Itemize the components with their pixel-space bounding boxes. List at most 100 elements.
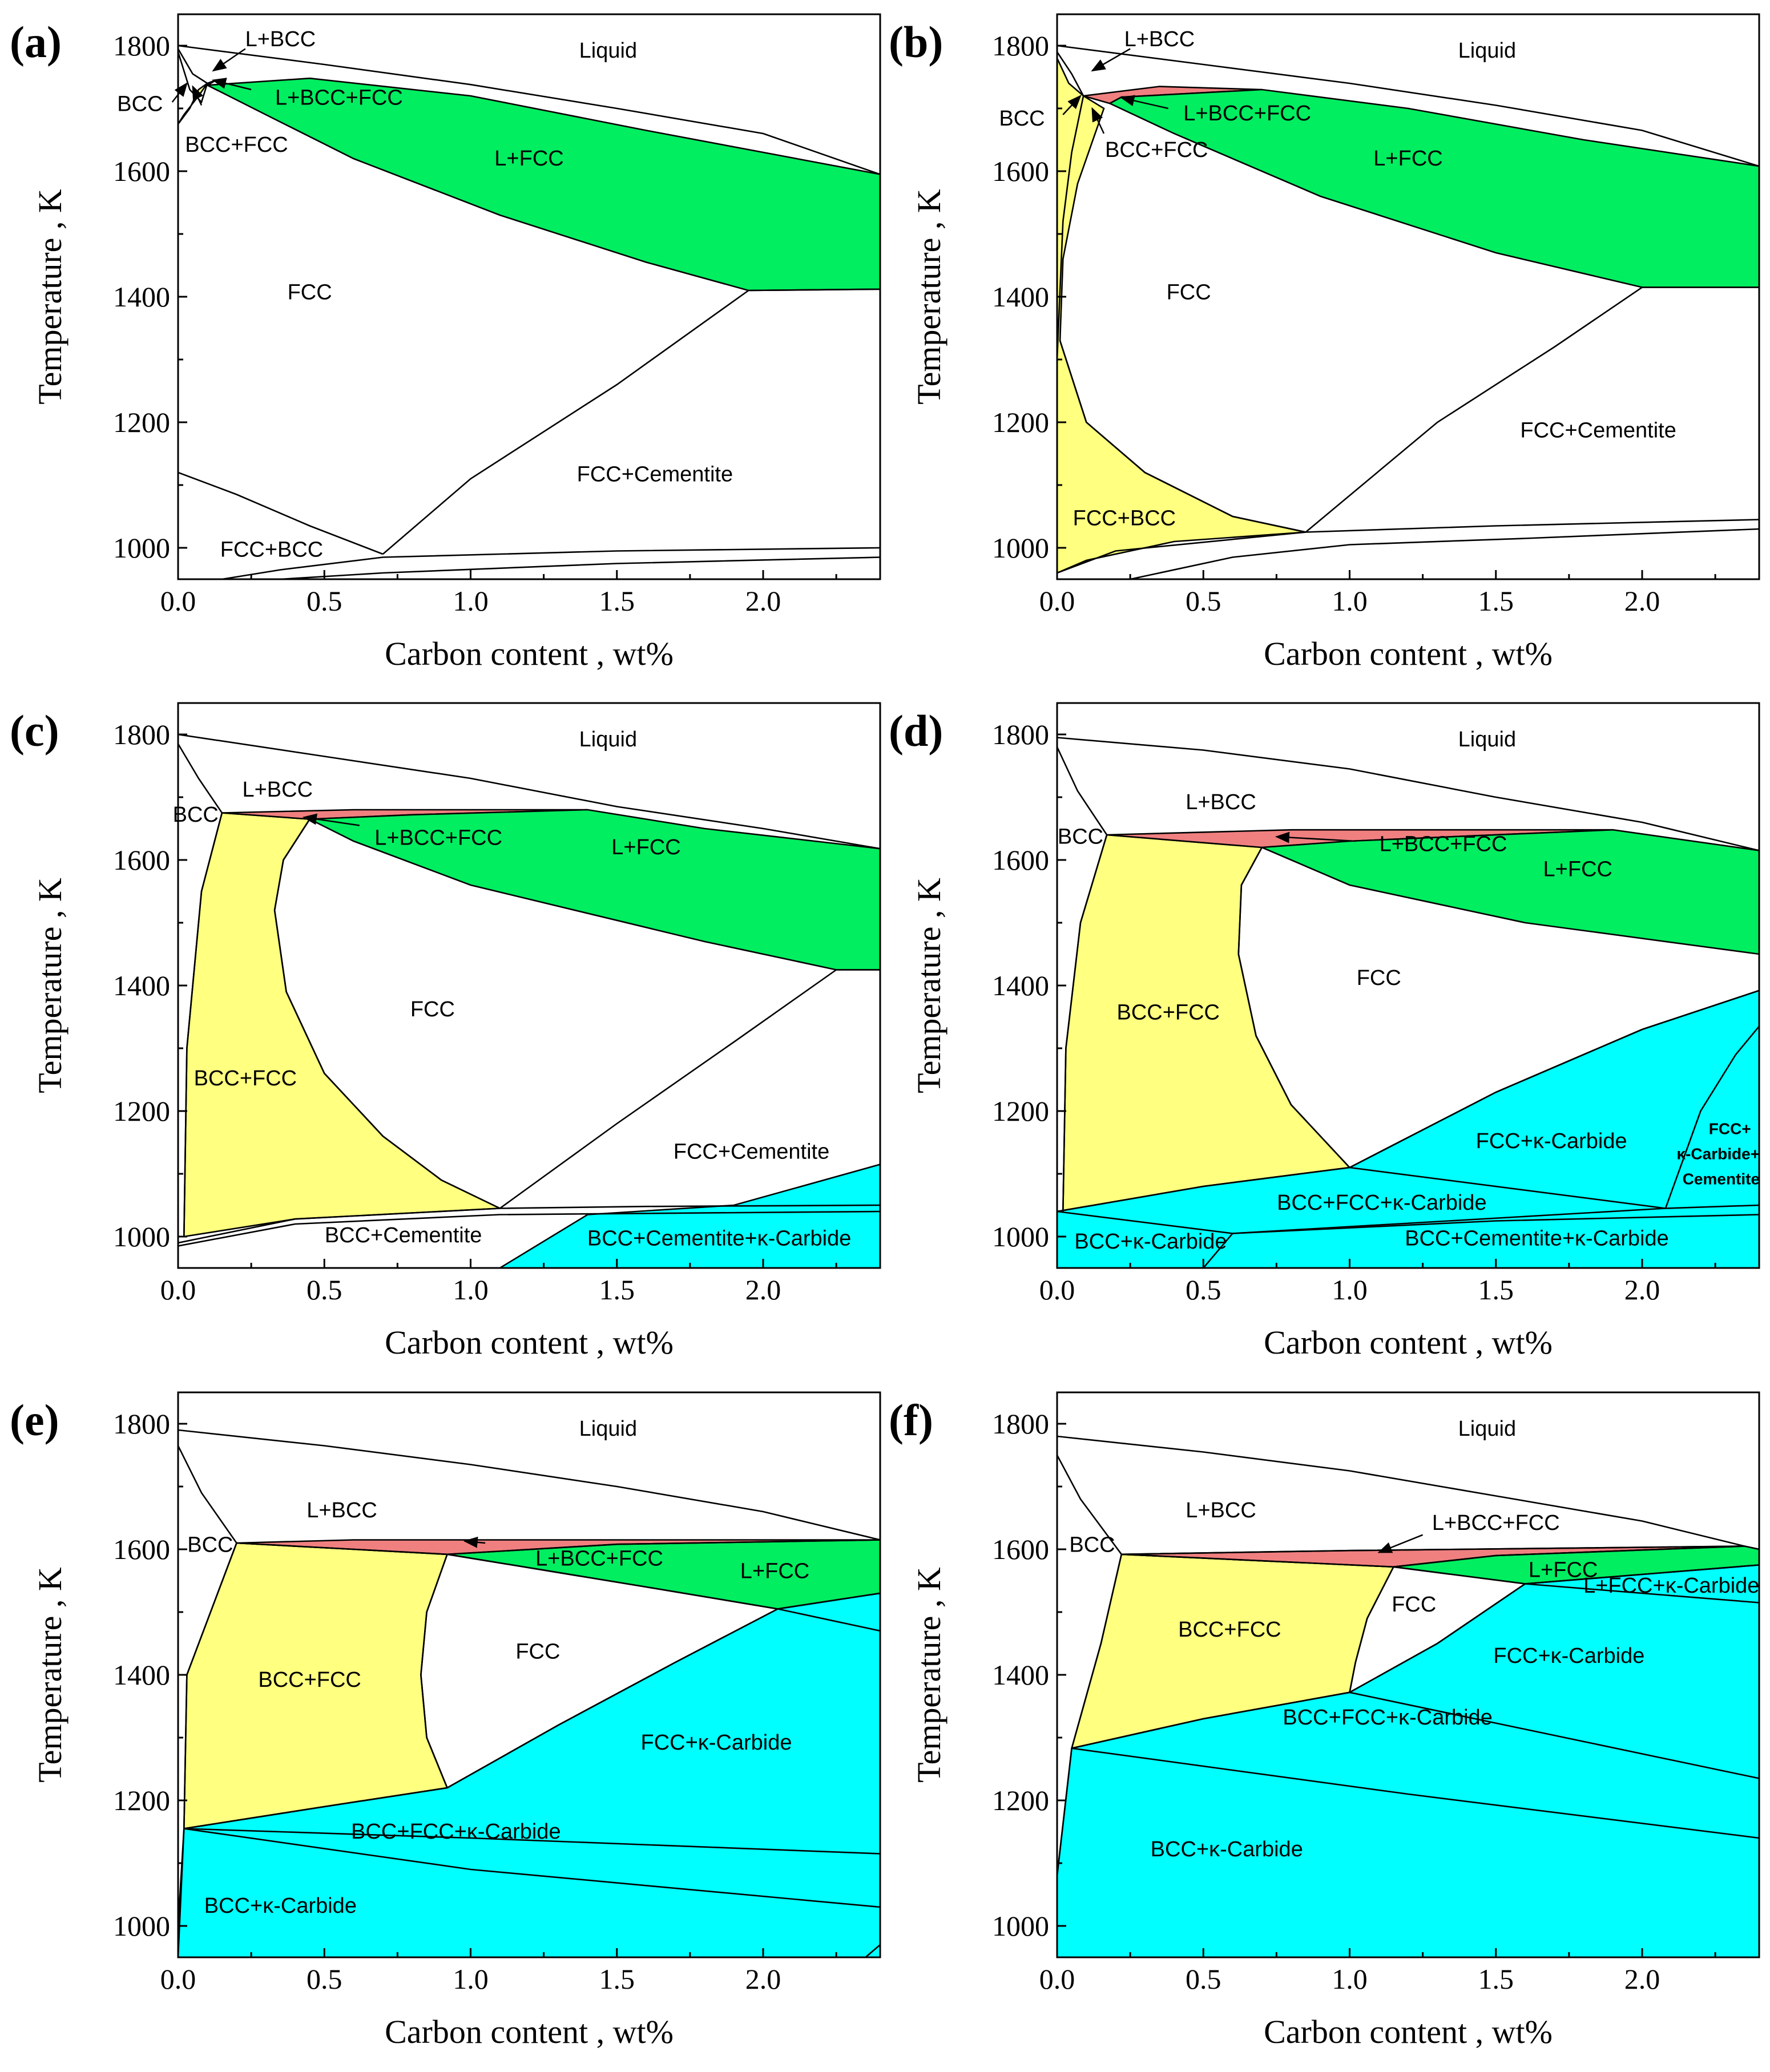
x-axis-title: Carbon content , wt% [1264, 635, 1553, 672]
y-tick-label: 1800 [113, 1408, 170, 1440]
y-tick-label: 1200 [113, 406, 170, 438]
phase-label: BCC+FCC [185, 133, 288, 157]
chart-panel: L+BCC Liquid BCC L+BCC+FCC BCC+FCC L+FCC FCC FC… [889, 13, 1760, 672]
phase-label: BCC+FCC+κ-Carbide [351, 1820, 561, 1844]
phase-label: L+FCC [1373, 147, 1442, 171]
y-axis-title: Temperature , K [910, 1567, 948, 1783]
x-tick-label: 1.5 [1478, 1274, 1514, 1306]
y-tick-label: 1400 [113, 1659, 170, 1691]
phase-label: FCC [410, 997, 455, 1021]
phase-label: Liquid [1458, 728, 1516, 752]
label-arrow [1091, 48, 1131, 72]
phase-label: FCC [1357, 966, 1401, 990]
panel-letter: (a) [10, 17, 62, 67]
phase-boundary-line [1059, 340, 1306, 533]
chart-panel: L+BCC Liquid BCC L+BCC+FCC L+FCC FCC BCC+FCC FC… [10, 702, 881, 1361]
phase-label: L+FCC [611, 835, 680, 859]
phase-boundary-line [1057, 746, 1108, 835]
phase-boundary-line [178, 1445, 237, 1544]
x-tick-label: 2.0 [745, 1274, 781, 1306]
phase-boundary-line [1525, 1583, 1759, 1604]
phase-boundary-line [1071, 1747, 1759, 1839]
phase-label-bold: FCC+ [1709, 1120, 1751, 1137]
phase-boundary-line [865, 1944, 880, 1957]
phase-label: FCC+BCC [220, 538, 324, 562]
y-tick-label: 1800 [992, 1408, 1049, 1440]
phase-label: BCC [187, 1533, 233, 1557]
x-axis-title: Carbon content , wt% [385, 1324, 674, 1361]
x-tick-label: 0.5 [1186, 585, 1221, 617]
panel-letter: (f) [889, 1395, 933, 1445]
phase-boundary-line [178, 1429, 880, 1541]
phase-boundary-line [178, 1542, 237, 1926]
x-tick-label: 0.5 [307, 585, 342, 617]
phase-boundary-line [1349, 1583, 1526, 1693]
phase-boundary-line [178, 45, 880, 175]
phase-label: FCC+Cementite [577, 463, 733, 487]
y-tick-label: 1600 [113, 844, 170, 876]
y-tick-label: 1400 [113, 970, 170, 1001]
x-tick-label: 2.0 [1624, 1963, 1660, 1995]
y-tick-label: 1200 [113, 1095, 170, 1127]
label-arrow [212, 48, 246, 72]
x-tick-label: 2.0 [1624, 585, 1660, 617]
x-tick-label: 1.5 [599, 585, 635, 617]
y-tick-label: 1000 [113, 1221, 170, 1253]
phase-boundary-line [1130, 528, 1759, 579]
x-axis-title: Carbon content , wt% [385, 2013, 674, 2050]
phase-label: BCC+Cementite+κ-Carbide [587, 1227, 852, 1251]
phase-label-bold: Cementite [1683, 1170, 1760, 1188]
phase-boundary-line [1349, 1166, 1666, 1209]
phase-label: L+BCC+FCC [374, 826, 502, 850]
phase-label: Liquid [579, 728, 637, 752]
phase-label: L+BCC+FCC [535, 1547, 663, 1571]
panel-letter: (b) [889, 17, 943, 67]
phase-boundary-line [1057, 1435, 1745, 1547]
phase-boundary-line [1057, 51, 1084, 96]
phase-label: Liquid [579, 1417, 637, 1441]
phase-label: L+BCC [242, 778, 313, 802]
x-tick-label: 2.0 [1624, 1274, 1660, 1306]
phase-boundary-line [178, 471, 384, 555]
chart-panel: L+BCC Liquid BCC L+BCC+FCC L+FCC FCC BCC+FCC FC… [10, 1391, 881, 2050]
phase-label: L+FCC+κ-Carbide [1583, 1574, 1759, 1598]
x-tick-label: 0.0 [160, 1274, 196, 1306]
y-tick-label: 1200 [992, 1095, 1049, 1127]
y-tick-label: 1000 [992, 1221, 1049, 1253]
phase-label: BCC+FCC+κ-Carbide [1283, 1706, 1492, 1730]
phase-region [498, 1164, 880, 1268]
phase-region [1108, 88, 1759, 288]
phase-label: FCC [515, 1640, 560, 1664]
phase-boundary-line [280, 556, 880, 579]
phase-boundary-line [1121, 1545, 1745, 1568]
phase-label: L+FCC [494, 147, 563, 171]
x-tick-label: 0.5 [307, 1274, 342, 1306]
phase-boundary-line [1232, 1214, 1759, 1234]
phase-label: FCC [288, 281, 332, 305]
x-axis-title: Carbon content , wt% [1264, 1324, 1553, 1361]
label-arrow [212, 78, 252, 91]
y-tick-label: 1600 [113, 1533, 170, 1565]
phase-label: BCC+κ-Carbide [204, 1894, 357, 1918]
label-arrow [1377, 1534, 1424, 1553]
plot-area [1057, 14, 1759, 579]
y-tick-label: 1400 [992, 970, 1049, 1001]
phase-region [1261, 829, 1759, 955]
phase-label: L+BCC+FCC [1380, 833, 1507, 857]
phase-label: FCC+κ-Carbide [1476, 1129, 1627, 1153]
x-tick-label: 2.0 [745, 585, 781, 617]
phase-boundary-line [184, 1787, 447, 1829]
phase-boundary-line [221, 547, 880, 579]
y-axis-title: Temperature , K [910, 878, 948, 1093]
phase-boundary-line [420, 1554, 448, 1788]
phase-boundary-line [1071, 1691, 1350, 1749]
chart-panel: L+BCC Liquid BCC L+BCC+FCC L+FCCL+FCC+κ-Carb… [889, 1391, 1760, 2050]
plot-area [178, 14, 880, 579]
phase-label: L+BCC [307, 1499, 377, 1522]
phase-label: BCC+FCC [194, 1067, 297, 1090]
phase-label: L+BCC [1186, 1499, 1256, 1522]
y-axis-title: Temperature , K [31, 878, 68, 1093]
phase-boundary-line [184, 1828, 880, 1855]
x-tick-label: 1.0 [453, 585, 489, 617]
y-tick-label: 1600 [992, 155, 1049, 187]
